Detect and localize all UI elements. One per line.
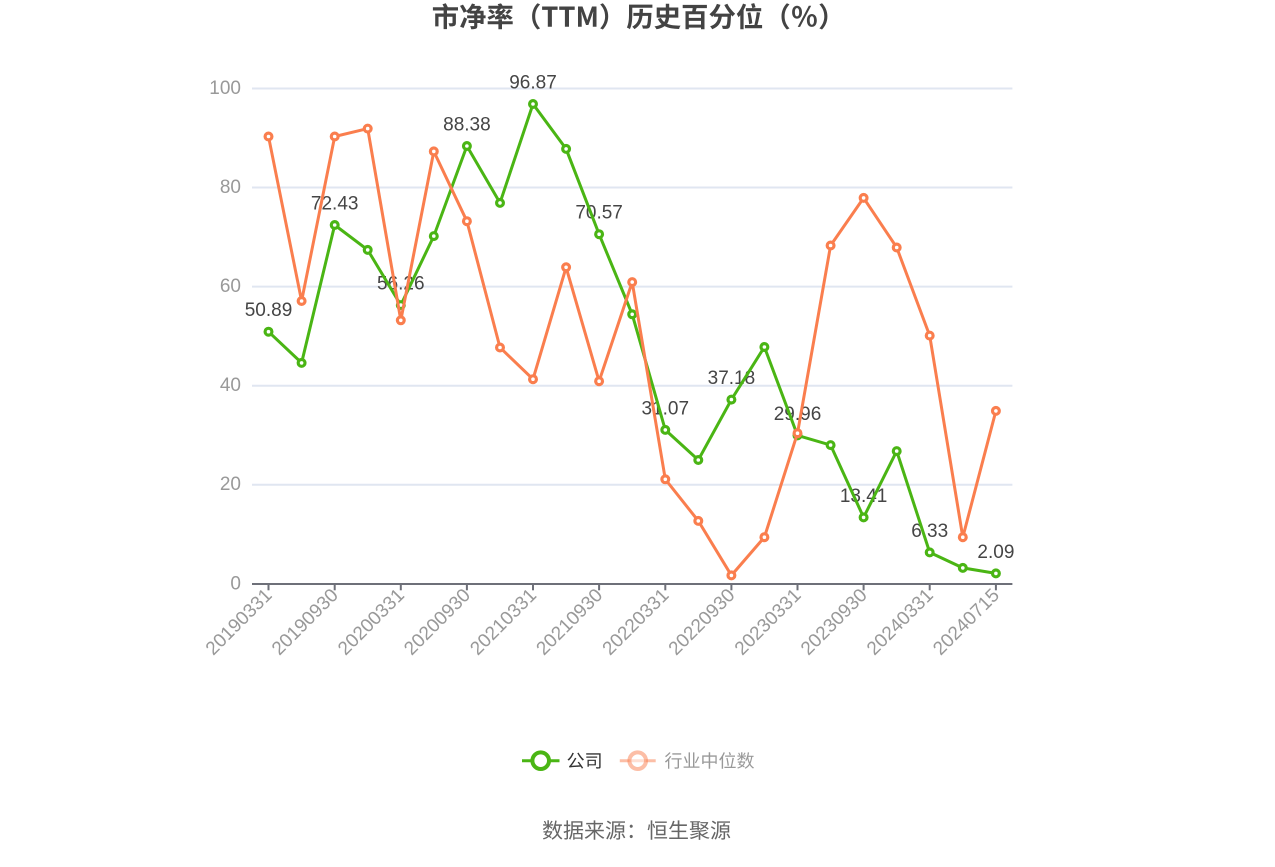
svg-text:2.09: 2.09 <box>977 542 1014 563</box>
svg-text:13.41: 13.41 <box>840 486 888 507</box>
svg-text:37.18: 37.18 <box>708 368 756 389</box>
svg-text:72.43: 72.43 <box>311 193 359 214</box>
svg-text:88.38: 88.38 <box>443 114 491 135</box>
svg-text:100: 100 <box>209 78 241 99</box>
svg-text:20: 20 <box>220 474 241 495</box>
svg-text:70.57: 70.57 <box>575 203 623 224</box>
svg-text:50.89: 50.89 <box>245 300 293 321</box>
svg-text:40: 40 <box>220 375 241 396</box>
svg-text:80: 80 <box>220 177 241 198</box>
svg-text:0: 0 <box>230 573 241 594</box>
svg-text:60: 60 <box>220 276 241 297</box>
svg-text:29.96: 29.96 <box>774 404 822 425</box>
svg-text:31.07: 31.07 <box>642 398 690 419</box>
svg-text:6.33: 6.33 <box>911 521 948 542</box>
svg-text:96.87: 96.87 <box>509 72 557 93</box>
